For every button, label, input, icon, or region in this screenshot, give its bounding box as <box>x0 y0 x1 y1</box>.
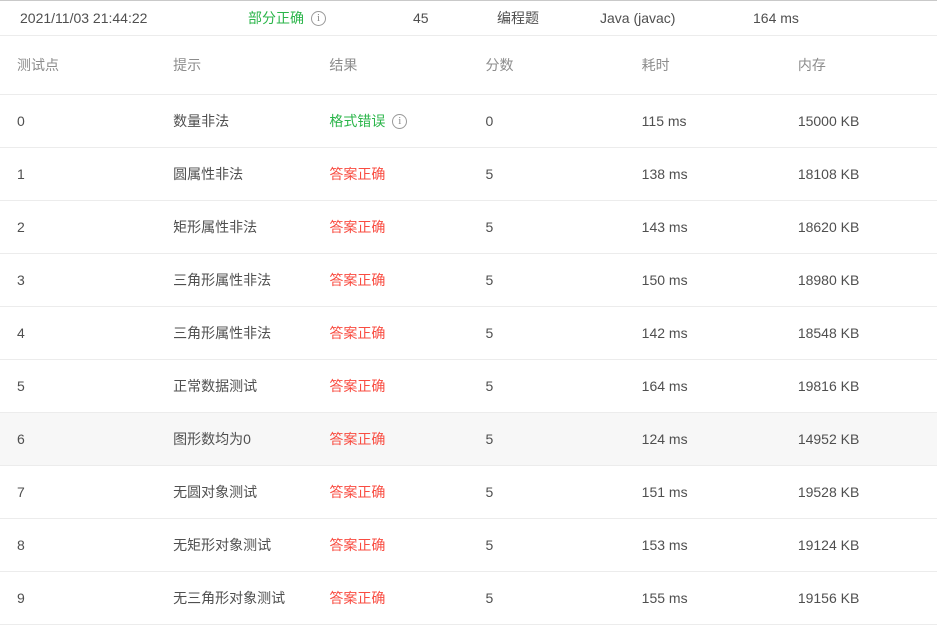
score-cell: 5 <box>485 166 494 182</box>
score-cell: 5 <box>485 325 494 341</box>
result-label: 答案正确 <box>329 219 386 235</box>
test-point-cell: 4 <box>17 325 25 341</box>
header-memory: 内存 <box>797 57 826 73</box>
submission-status: 部分正确 <box>248 10 304 26</box>
time-cell: 164 ms <box>641 378 688 394</box>
score-cell: 5 <box>485 537 494 553</box>
submission-status-cell: 部分正确 <box>228 8 393 28</box>
result-cell: 答案正确 <box>312 535 468 555</box>
table-row: 8 无矩形对象测试 答案正确 5 153 ms 19124 KB <box>0 519 937 572</box>
header-score: 分数 <box>485 57 514 73</box>
memory-cell: 19528 KB <box>797 484 860 500</box>
hint-cell: 正常数据测试 <box>173 378 258 394</box>
test-point-cell: 8 <box>17 537 25 553</box>
result-label: 答案正确 <box>329 166 386 182</box>
score-cell: 5 <box>485 272 494 288</box>
hint-cell: 数量非法 <box>173 113 230 129</box>
table-row: 9 无三角形对象测试 答案正确 5 155 ms 19156 KB <box>0 572 937 625</box>
test-point-cell: 2 <box>17 219 25 235</box>
info-icon[interactable] <box>311 10 326 26</box>
test-point-cell: 7 <box>17 484 25 500</box>
header-hint: 提示 <box>173 57 202 73</box>
result-label: 答案正确 <box>329 272 386 288</box>
score-cell: 5 <box>485 378 494 394</box>
result-cell: 格式错误 <box>312 111 468 131</box>
table-row: 5 正常数据测试 答案正确 5 164 ms 19816 KB <box>0 360 937 413</box>
memory-cell: 18548 KB <box>797 325 860 341</box>
time-cell: 115 ms <box>641 113 687 129</box>
result-cell: 答案正确 <box>312 588 468 608</box>
result-label: 答案正确 <box>329 590 386 606</box>
test-point-cell: 0 <box>17 113 25 129</box>
memory-cell: 19816 KB <box>797 378 860 394</box>
result-cell: 答案正确 <box>312 482 468 502</box>
test-point-cell: 9 <box>17 590 25 606</box>
hint-cell: 三角形属性非法 <box>173 272 272 288</box>
result-label: 答案正确 <box>329 484 386 500</box>
hint-cell: 矩形属性非法 <box>173 219 258 235</box>
memory-cell: 18108 KB <box>797 166 860 182</box>
table-row: 1 圆属性非法 答案正确 5 138 ms 18108 KB <box>0 148 937 201</box>
header-result: 结果 <box>329 57 358 73</box>
header-test-point: 测试点 <box>17 57 59 73</box>
test-point-cell: 5 <box>17 378 25 394</box>
time-cell: 124 ms <box>641 431 688 447</box>
submission-timestamp: 2021/11/03 21:44:22 <box>20 10 148 26</box>
result-label: 答案正确 <box>329 325 386 341</box>
table-row: 0 数量非法 格式错误 0 115 ms 15000 KB <box>0 95 937 148</box>
result-label: 格式错误 <box>329 113 386 129</box>
compiler-name: Java (javac) <box>600 10 676 26</box>
hint-cell: 无圆对象测试 <box>173 484 258 500</box>
memory-cell: 18980 KB <box>797 272 860 288</box>
info-icon[interactable] <box>392 113 408 129</box>
score-cell: 5 <box>485 590 494 606</box>
hint-cell: 无矩形对象测试 <box>173 537 272 553</box>
test-point-cell: 1 <box>17 166 25 182</box>
memory-cell: 15000 KB <box>797 113 860 129</box>
score-cell: 0 <box>485 113 494 129</box>
score-cell: 5 <box>485 431 494 447</box>
result-cell: 答案正确 <box>312 270 468 290</box>
hint-cell: 无三角形对象测试 <box>173 590 286 606</box>
memory-cell: 14952 KB <box>797 431 860 447</box>
time-cell: 151 ms <box>641 484 688 500</box>
time-cell: 153 ms <box>641 537 688 553</box>
result-label: 答案正确 <box>329 431 386 447</box>
time-cell: 138 ms <box>641 166 688 182</box>
table-row: 2 矩形属性非法 答案正确 5 143 ms 18620 KB <box>0 201 937 254</box>
result-label: 答案正确 <box>329 378 386 394</box>
hint-cell: 三角形属性非法 <box>173 325 272 341</box>
total-time: 164 ms <box>753 10 799 26</box>
table-header-row: 测试点 提示 结果 分数 耗时 内存 <box>0 36 937 95</box>
memory-cell: 18620 KB <box>797 219 860 235</box>
test-point-cell: 6 <box>17 431 25 447</box>
table-row: 3 三角形属性非法 答案正确 5 150 ms 18980 KB <box>0 254 937 307</box>
time-cell: 150 ms <box>641 272 688 288</box>
result-cell: 答案正确 <box>312 323 468 343</box>
problem-type: 编程题 <box>497 10 539 26</box>
hint-cell: 圆属性非法 <box>173 166 244 182</box>
time-cell: 155 ms <box>641 590 688 606</box>
submission-score: 45 <box>413 10 429 26</box>
table-row: 6 图形数均为0 答案正确 5 124 ms 14952 KB <box>0 413 937 466</box>
header-time: 耗时 <box>641 57 670 73</box>
memory-cell: 19124 KB <box>797 537 860 553</box>
result-cell: 答案正确 <box>312 164 468 184</box>
result-cell: 答案正确 <box>312 376 468 396</box>
table-row: 7 无圆对象测试 答案正确 5 151 ms 19528 KB <box>0 466 937 519</box>
time-cell: 143 ms <box>641 219 688 235</box>
test-case-table-body: 0 数量非法 格式错误 0 115 ms 15000 KB 1 圆属性非法 答案… <box>0 95 937 625</box>
test-point-cell: 3 <box>17 272 25 288</box>
memory-cell: 19156 KB <box>797 590 860 606</box>
result-cell: 答案正确 <box>312 429 468 449</box>
time-cell: 142 ms <box>641 325 688 341</box>
result-cell: 答案正确 <box>312 217 468 237</box>
table-row: 4 三角形属性非法 答案正确 5 142 ms 18548 KB <box>0 307 937 360</box>
score-cell: 5 <box>485 219 494 235</box>
hint-cell: 图形数均为0 <box>173 431 251 447</box>
submission-summary-row: 2021/11/03 21:44:22 部分正确 45 编程题 Java (ja… <box>0 1 937 36</box>
result-label: 答案正确 <box>329 537 386 553</box>
score-cell: 5 <box>485 484 494 500</box>
